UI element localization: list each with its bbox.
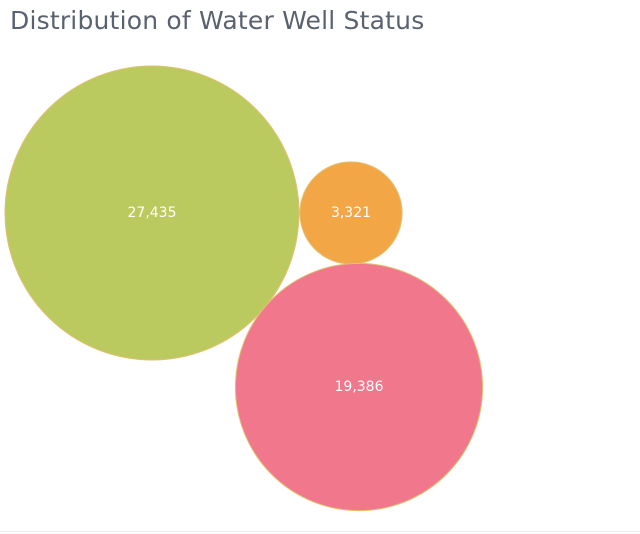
bubble-group: 27,435 bbox=[4, 65, 300, 361]
bubble-value-label: 19,386 bbox=[335, 379, 384, 395]
bubble-value-label: 3,321 bbox=[331, 205, 371, 221]
bubble-group: 19,386 bbox=[234, 262, 484, 512]
bottom-divider bbox=[0, 531, 640, 532]
chart-title: Distribution of Water Well Status bbox=[10, 6, 425, 35]
bubble[interactable] bbox=[234, 262, 484, 512]
bubble-value-label: 27,435 bbox=[128, 205, 177, 221]
bubble[interactable] bbox=[4, 65, 300, 361]
bubble-group: 3,321 bbox=[299, 161, 403, 265]
